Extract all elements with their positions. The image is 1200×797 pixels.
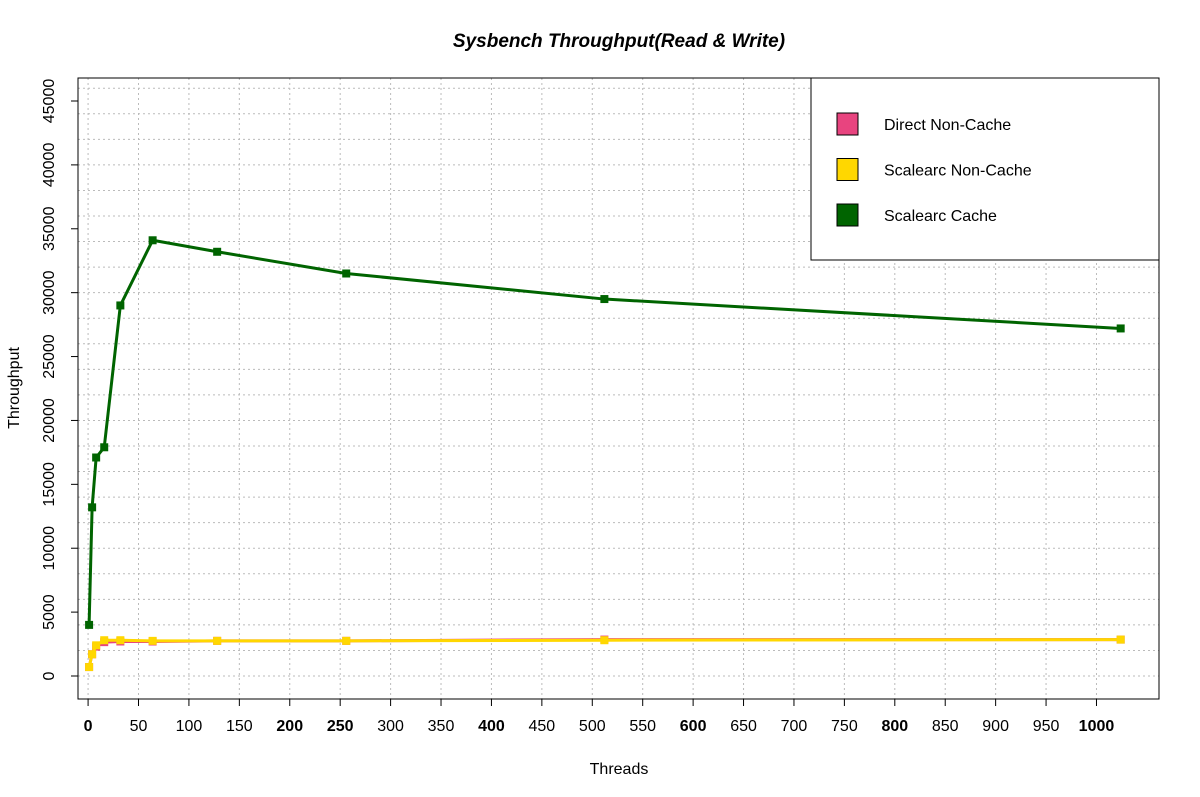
data-point [1116, 324, 1125, 333]
series-scalearc-cache [85, 236, 1125, 629]
series-scalearc-non-cache [85, 635, 1125, 672]
x-tick-label: 500 [579, 718, 606, 735]
data-point [1116, 635, 1125, 644]
x-tick-label: 50 [130, 718, 148, 735]
y-tick-label: 25000 [41, 334, 58, 379]
x-axis: 0 50 100 150 200 250 300 350 400 450 500 550 600 650 7… [84, 699, 1115, 735]
y-tick-label: 45000 [41, 79, 58, 124]
y-tick-label: 40000 [41, 143, 58, 188]
data-point [600, 295, 609, 304]
x-tick-label: 300 [377, 718, 404, 735]
legend-swatch [836, 203, 859, 227]
x-tick-label: 150 [226, 718, 253, 735]
data-point [213, 636, 222, 645]
data-point [213, 247, 222, 256]
data-point [92, 641, 101, 650]
x-tick-label: 350 [428, 718, 455, 735]
data-point [148, 236, 157, 245]
x-tick-label: 850 [932, 718, 959, 735]
y-axis: 0 5000 10000 15000 20000 25000 30000 35000 40000… [41, 79, 78, 680]
y-tick-label: 0 [41, 671, 58, 680]
legend-label: Scalearc Non-Cache [884, 163, 1032, 180]
x-tick-label: 550 [629, 718, 656, 735]
y-tick-label: 15000 [41, 462, 58, 507]
legend-box [810, 77, 1160, 261]
legend-swatch [836, 112, 859, 136]
chart-title: Sysbench Throughput(Read & Write) [453, 31, 785, 52]
data-point [85, 663, 94, 672]
data-point [342, 269, 351, 278]
legend-label: Direct Non-Cache [884, 117, 1011, 134]
data-point [100, 443, 109, 452]
data-point [100, 636, 109, 645]
data-point [148, 636, 157, 645]
legend-swatch [836, 158, 859, 181]
y-tick-label: 30000 [41, 270, 58, 315]
x-tick-label: 800 [881, 718, 908, 735]
x-tick-label: 450 [529, 718, 556, 735]
data-point [88, 650, 97, 659]
x-tick-label: 750 [831, 718, 858, 735]
x-tick-label: 100 [176, 718, 203, 735]
y-tick-label: 5000 [41, 594, 58, 630]
y-tick-label: 10000 [41, 526, 58, 571]
x-tick-label: 900 [982, 718, 1009, 735]
legend-label: Scalearc Cache [884, 208, 997, 225]
y-tick-label: 35000 [41, 206, 58, 251]
y-axis-label: Throughput [6, 347, 23, 429]
x-axis-label: Threads [590, 761, 649, 778]
y-tick-label: 20000 [41, 398, 58, 443]
x-tick-label: 200 [276, 718, 303, 735]
data-point [116, 301, 125, 310]
data-point [85, 620, 94, 629]
x-tick-label: 1000 [1079, 718, 1115, 735]
data-point [342, 636, 351, 645]
x-tick-label: 650 [730, 718, 757, 735]
x-tick-label: 400 [478, 718, 505, 735]
series-line [87, 238, 1121, 625]
data-point [116, 636, 125, 645]
data-point [92, 453, 101, 462]
x-tick-label: 250 [327, 718, 354, 735]
plot-frame [77, 77, 1160, 700]
data-series [85, 236, 1125, 672]
data-point [600, 636, 609, 645]
data-point [88, 503, 97, 512]
x-tick-label: 950 [1033, 718, 1060, 735]
legend: Direct Non-Cache Scalearc Non-Cache Scalea… [810, 77, 1160, 261]
x-tick-label: 0 [84, 718, 93, 735]
series-line [87, 638, 1121, 668]
x-tick-label: 600 [680, 718, 707, 735]
x-tick-label: 700 [781, 718, 808, 735]
